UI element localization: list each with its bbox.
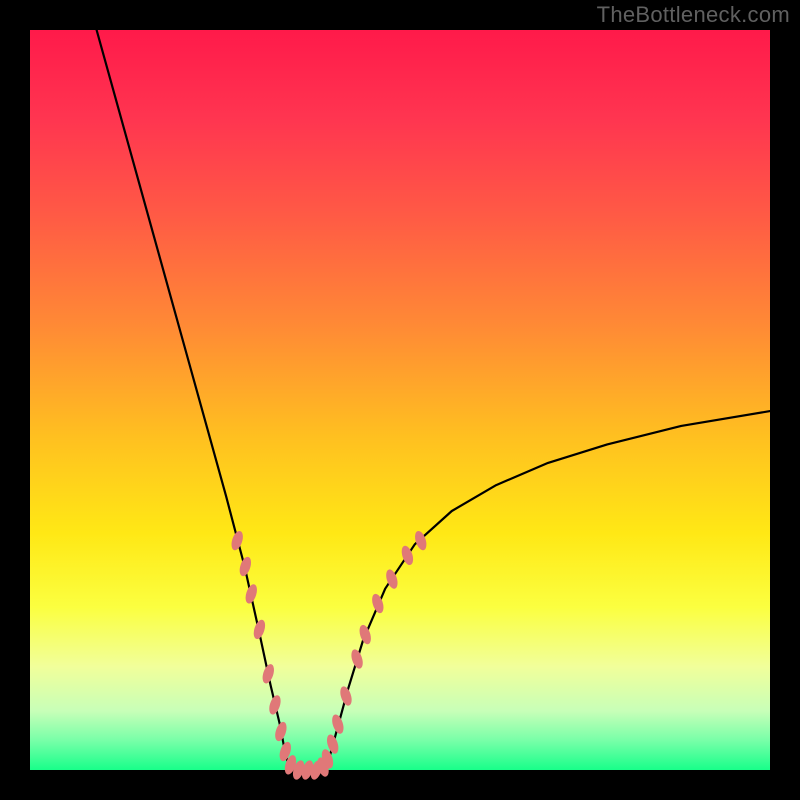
chart-background: [30, 30, 770, 770]
watermark-text: TheBottleneck.com: [597, 2, 790, 28]
